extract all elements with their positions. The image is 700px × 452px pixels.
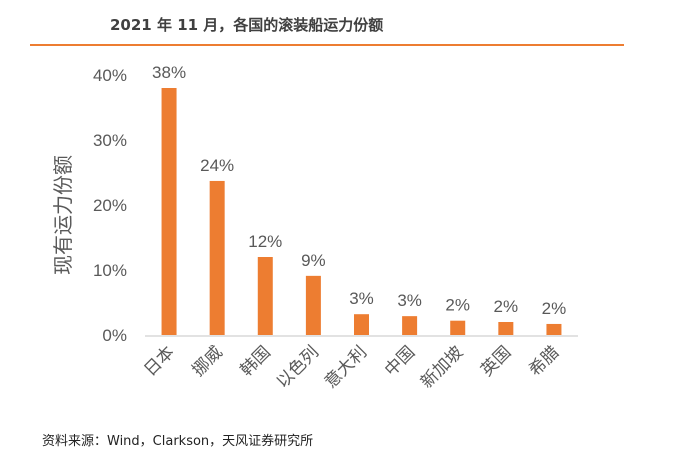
y-axis-label: 现有运力份额: [52, 155, 75, 275]
title-underline: [30, 44, 624, 46]
data-label: 2%: [542, 299, 567, 318]
data-label: 2%: [445, 296, 470, 315]
x-tick-label: 韩国: [237, 342, 274, 379]
source-note: 资料来源：Wind，Clarkson，天风证券研究所: [42, 434, 314, 449]
x-tick-label: 希腊: [525, 342, 562, 379]
x-tick-label: 意大利: [321, 342, 370, 391]
x-tick-label: 新加坡: [417, 342, 466, 391]
data-label: 24%: [200, 156, 234, 175]
y-tick-label: 0%: [102, 326, 127, 345]
x-tick-label: 挪威: [189, 342, 226, 379]
y-tick-label: 20%: [93, 196, 127, 215]
data-label: 38%: [152, 63, 186, 82]
x-tick-label: 英国: [477, 342, 514, 379]
bar-3: [305, 275, 321, 335]
data-label: 3%: [397, 291, 422, 310]
y-tick-label: 30%: [93, 131, 127, 150]
bar-8: [546, 323, 562, 335]
bar-5: [402, 316, 418, 335]
bar-1: [209, 180, 225, 335]
data-label: 2%: [494, 297, 519, 316]
x-tick-label: 以色列: [273, 342, 322, 391]
y-tick-label: 40%: [93, 66, 127, 85]
data-label: 12%: [248, 232, 282, 251]
data-label: 9%: [301, 251, 326, 270]
bar-2: [257, 257, 273, 335]
y-tick-label: 10%: [93, 261, 127, 280]
chart-title: 2021 年 11 月，各国的滚装船运力份额: [110, 16, 384, 34]
bar-4: [354, 314, 369, 335]
x-tick-label: 中国: [381, 342, 418, 379]
data-label: 3%: [349, 289, 374, 308]
bar-7: [498, 322, 514, 335]
bar-0: [161, 88, 177, 335]
x-tick-label: 日本: [140, 342, 177, 379]
bar-6: [450, 320, 466, 335]
